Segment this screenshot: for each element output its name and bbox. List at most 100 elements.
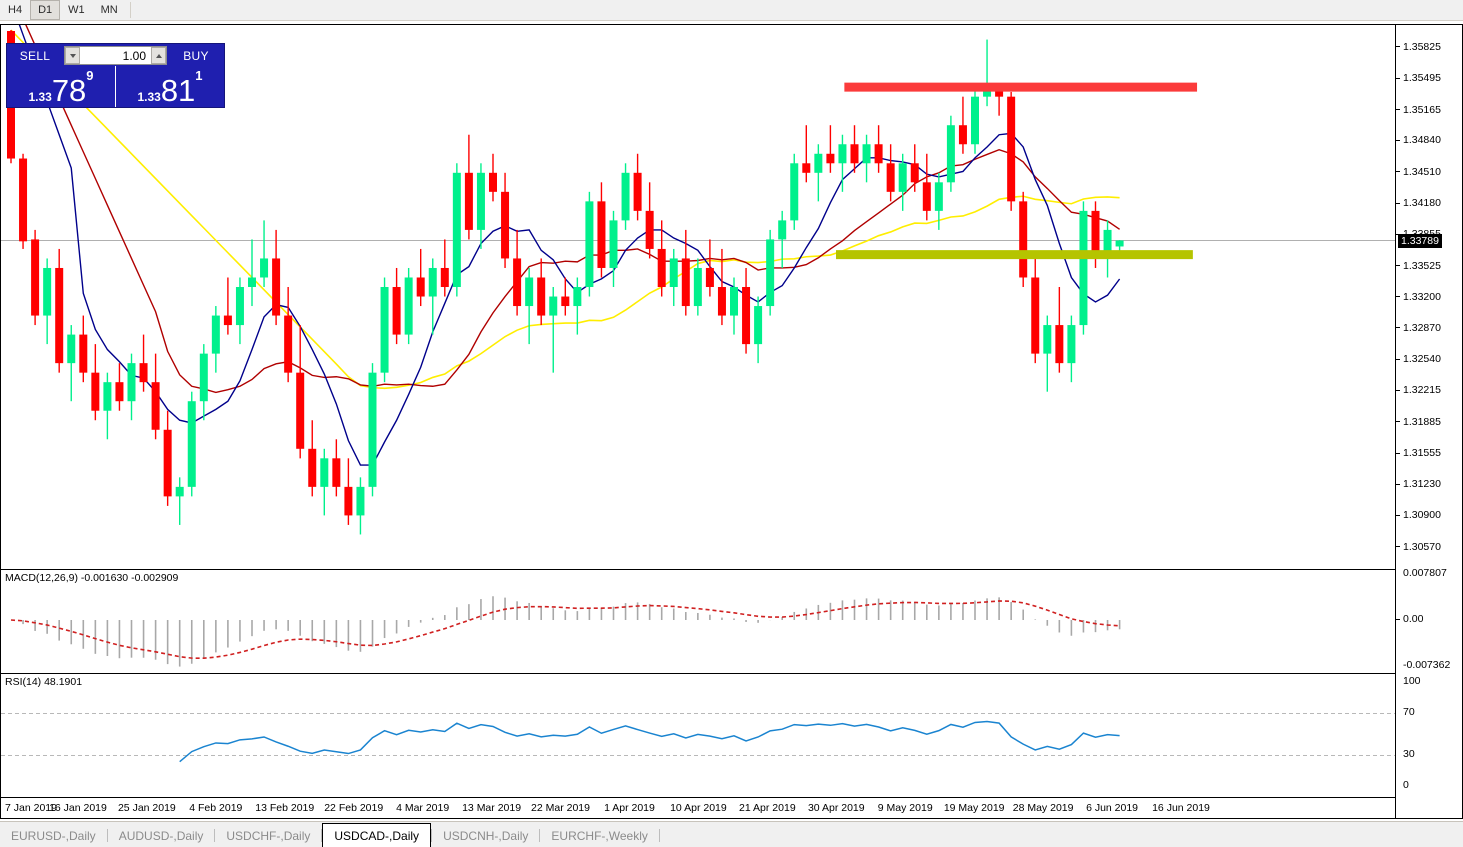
rsi-pane[interactable]: RSI(14) 48.1901 <box>1 673 1395 795</box>
tab-divider <box>539 829 541 842</box>
candlestick <box>621 163 630 230</box>
date-tick-label: 4 Feb 2019 <box>189 802 243 814</box>
buy-price-display[interactable]: 1.33 81 1 <box>116 66 224 107</box>
price-tick-label: 1.31885 <box>1396 416 1441 428</box>
macd-pane[interactable]: MACD(12,26,9) -0.001630 -0.002909 <box>1 569 1395 670</box>
candlestick <box>717 248 726 326</box>
date-tick-label: 13 Feb 2019 <box>255 802 315 814</box>
candlestick <box>922 153 931 221</box>
timeframe-button-h4[interactable]: H4 <box>8 4 23 16</box>
candlestick <box>151 353 160 440</box>
candlestick <box>1019 191 1028 288</box>
date-axis[interactable]: 7 Jan 2019 16 Jan 2019 25 Jan 2019 4 Feb 20… <box>1 797 1395 818</box>
candlestick <box>464 134 473 240</box>
tab-divider <box>214 829 216 842</box>
candlestick <box>404 267 413 345</box>
candlestick <box>1079 201 1088 335</box>
candlestick <box>1067 315 1076 383</box>
candlestick <box>67 325 76 402</box>
date-tick-label: 13 Mar 2019 <box>462 802 522 814</box>
symbol-tab-usdchf[interactable]: USDCHF-,Daily <box>226 829 311 843</box>
buy-button[interactable]: BUY <box>183 49 209 63</box>
candlestick <box>802 125 811 183</box>
candlestick <box>489 153 497 202</box>
current-price-badge: 1.33789 <box>1398 234 1442 249</box>
macd-tick-label: 0.00 <box>1396 613 1423 625</box>
tab-divider <box>321 829 323 842</box>
candlestick <box>910 144 919 192</box>
date-tick-label: 30 Apr 2019 <box>807 802 865 814</box>
candlestick <box>211 306 220 373</box>
candlestick <box>19 153 28 249</box>
chevron-up-icon[interactable] <box>151 47 166 64</box>
candlestick <box>308 420 317 497</box>
candlestick <box>1055 287 1064 373</box>
candlestick <box>175 477 184 525</box>
timeframe-button-d1[interactable]: D1 <box>30 0 61 20</box>
price-pane[interactable] <box>1 25 1395 566</box>
candlestick <box>91 344 100 421</box>
buy-price-prefix: 1.33 <box>137 90 161 104</box>
macd-tick-label: -0.007362 <box>1403 659 1451 671</box>
candlestick <box>814 144 823 202</box>
candlestick <box>79 315 88 383</box>
date-tick-label: 22 Feb 2019 <box>324 802 384 814</box>
candlestick <box>55 248 64 373</box>
candlestick <box>983 39 992 107</box>
symbol-tab-eurchf[interactable]: EURCHF-,Weekly <box>551 829 648 843</box>
macd-chart-svg <box>10 596 1121 667</box>
symbol-tab-audusd[interactable]: AUDUSD-,Daily <box>118 829 204 843</box>
candlestick <box>284 287 293 383</box>
toolbar-empty-area <box>135 0 1463 20</box>
price-tick-label: 1.32215 <box>1396 384 1441 396</box>
candlestick <box>392 267 401 345</box>
candlestick <box>766 229 775 316</box>
trade-panel-prices: 1.33 78 9 1.33 81 1 <box>7 66 224 107</box>
price-tick-label: 1.31555 <box>1396 447 1441 459</box>
candlestick <box>681 229 690 316</box>
candlestick <box>850 125 859 173</box>
timeframe-button-w1[interactable]: W1 <box>68 4 85 16</box>
chevron-down-icon[interactable] <box>65 47 80 64</box>
candlestick <box>657 220 666 297</box>
candlestick <box>1007 91 1016 211</box>
candlestick <box>898 153 907 211</box>
symbol-tab-usdcad[interactable]: USDCAD-,Daily <box>322 823 432 847</box>
candlestick <box>103 372 112 440</box>
candlestick <box>1031 258 1040 364</box>
symbol-tab-eurusd[interactable]: EURUSD-,Daily <box>11 829 96 843</box>
sell-button[interactable]: SELL <box>19 49 51 63</box>
candlestick <box>115 363 124 411</box>
macd-caption: MACD(12,26,9) -0.001630 -0.002909 <box>5 572 179 584</box>
candlestick <box>223 277 232 335</box>
rsi-chart-svg <box>1 713 1395 763</box>
price-axis[interactable]: 1.35825 1.35495 1.35165 1.34840 1.34510 1.341… <box>1395 25 1462 818</box>
candlestick <box>790 153 799 230</box>
candlestick <box>501 172 510 268</box>
candlestick <box>1103 220 1112 278</box>
sell-price-display[interactable]: 1.33 78 9 <box>7 66 116 107</box>
candlestick <box>187 391 196 497</box>
candlestick <box>235 277 244 345</box>
candlestick <box>934 172 943 230</box>
candlestick <box>476 163 485 249</box>
date-tick-label: 1 Apr 2019 <box>604 802 655 814</box>
candlestick <box>296 325 305 459</box>
sell-price-big: 78 <box>51 73 87 109</box>
price-tick-label: 1.32870 <box>1396 322 1441 334</box>
timeframe-button-mn[interactable]: MN <box>100 4 118 16</box>
volume-input[interactable]: 1.00 <box>80 47 151 64</box>
candlestick <box>946 115 955 192</box>
symbol-tab-usdcnh[interactable]: USDCNH-,Daily <box>443 829 529 843</box>
candlestick <box>585 191 594 297</box>
date-tick-label: 6 Jun 2019 <box>1086 802 1139 814</box>
candlestick <box>272 229 281 326</box>
date-tick-label: 19 May 2019 <box>943 802 1005 814</box>
candlestick <box>886 144 895 202</box>
candlestick <box>874 125 883 173</box>
date-tick-label: 21 Apr 2019 <box>739 802 796 814</box>
candlestick <box>995 87 1004 116</box>
candlestick <box>838 134 847 192</box>
volume-stepper[interactable]: 1.00 <box>64 46 167 65</box>
